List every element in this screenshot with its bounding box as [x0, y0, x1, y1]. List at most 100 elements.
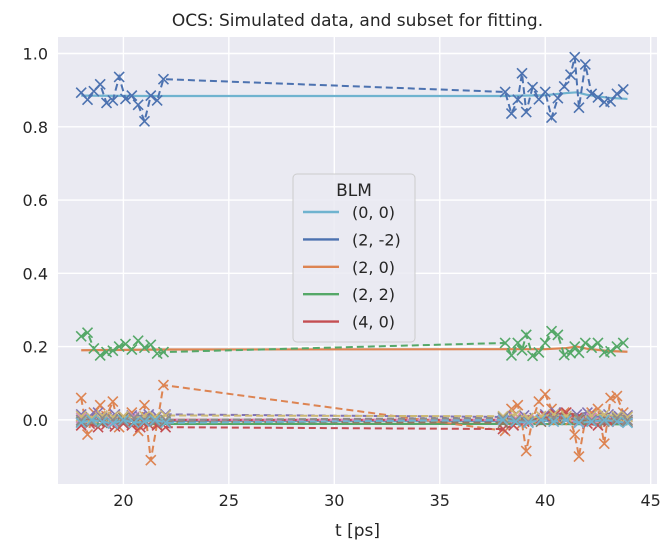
data-point-marker: [586, 416, 598, 428]
data-point-marker: [497, 412, 509, 424]
data-point-marker: [592, 91, 604, 104]
data-point-marker: [94, 399, 106, 411]
data-point-marker: [579, 337, 591, 349]
data-point-marker: [573, 414, 585, 426]
data-point-marker: [107, 417, 119, 430]
x-tick-label: 25: [219, 491, 239, 510]
data-point-marker: [569, 341, 581, 353]
data-point-marker: [157, 379, 170, 391]
data-point-marker: [526, 350, 539, 362]
y-tick-label: 1.0: [23, 44, 48, 63]
data-point-marker: [94, 78, 106, 90]
data-point-marker: [94, 349, 106, 361]
data-point-marker: [621, 417, 634, 429]
x-tick-label: 35: [430, 491, 450, 510]
data-point-marker: [151, 94, 163, 106]
data-point-marker: [505, 108, 518, 120]
x-axis-label: t [ps]: [335, 521, 380, 541]
data-point-marker: [611, 88, 623, 100]
data-point-marker: [86, 414, 98, 426]
data-point-marker: [516, 344, 528, 356]
data-point-marker: [598, 438, 610, 450]
legend-box: [292, 173, 416, 343]
data-series: [75, 51, 634, 466]
data-point-marker: [132, 99, 144, 111]
data-point-marker: [138, 399, 151, 411]
data-series-group: [75, 414, 634, 430]
data-point-marker: [520, 329, 532, 341]
legend-entry-label: (2, -2): [352, 230, 401, 249]
data-point-marker: [548, 416, 560, 428]
data-point-marker: [573, 102, 585, 114]
x-tick-label: 20: [113, 491, 133, 510]
data-point-marker: [512, 399, 524, 411]
data-point-marker: [548, 414, 560, 426]
data-series-line: [80, 56, 624, 125]
data-point-marker: [573, 347, 585, 359]
data-point-marker: [107, 395, 119, 408]
data-point-marker: [149, 416, 161, 428]
data-series-line: [81, 413, 628, 420]
data-point-marker: [510, 414, 522, 426]
x-tick-labels: 20 25 30 35 40 45: [113, 491, 661, 510]
data-point-marker: [592, 337, 604, 349]
data-point-marker: [499, 337, 511, 349]
data-point-marker: [138, 416, 151, 428]
data-point-marker: [558, 80, 570, 93]
y-tick-label: 0.4: [23, 264, 48, 283]
data-point-marker: [145, 339, 157, 351]
data-point-marker: [499, 86, 511, 98]
data-point-marker: [533, 346, 545, 359]
data-point-marker: [113, 71, 125, 83]
data-point-marker: [138, 342, 151, 354]
x-tick-label: 40: [535, 491, 555, 510]
data-point-marker: [138, 115, 151, 127]
data-point-marker: [535, 414, 547, 426]
data-point-marker: [552, 329, 564, 341]
y-tick-labels: 0.0 0.2 0.4 0.6 0.8 1.0: [23, 44, 48, 429]
data-point-marker: [75, 417, 87, 429]
legend-entries: (0, 0) (2, -2) (2, 0) (2, 2) (4, 0): [303, 203, 401, 332]
data-point-marker: [617, 337, 629, 349]
y-tick-label: 0.8: [23, 118, 48, 137]
data-point-marker: [605, 392, 617, 404]
y-tick-label: 0.0: [23, 411, 48, 430]
data-point-marker: [611, 390, 623, 402]
data-point-marker: [598, 416, 610, 428]
data-point-marker: [526, 81, 539, 93]
data-point-marker: [560, 414, 572, 426]
data-point-marker: [126, 90, 138, 102]
data-point-marker: [522, 417, 534, 429]
data-point-marker: [573, 417, 585, 429]
data-point-marker: [598, 414, 610, 426]
data-point-marker: [512, 94, 524, 106]
data-point-marker: [586, 342, 598, 354]
legend-entry-label: (2, 0): [352, 258, 395, 277]
data-point-marker: [605, 95, 617, 108]
data-point-marker: [128, 417, 140, 429]
legend-title: BLM: [336, 181, 372, 201]
data-point-marker: [107, 94, 119, 106]
data-point-marker: [545, 325, 558, 337]
data-point-marker: [160, 417, 172, 429]
data-point-marker: [75, 392, 87, 404]
data-point-marker: [86, 416, 98, 428]
x-tick-label: 45: [640, 491, 660, 510]
data-point-marker: [117, 414, 129, 426]
legend-entry-label: (0, 0): [352, 203, 395, 222]
data-series-line: [80, 418, 628, 425]
data-point-marker: [117, 416, 129, 428]
data-point-marker: [564, 69, 577, 81]
data-point-marker: [579, 58, 591, 71]
data-point-marker: [611, 341, 623, 353]
data-point-marker: [145, 454, 157, 466]
chart-title: OCS: Simulated data, and subset for fitt…: [172, 11, 543, 31]
data-point-marker: [569, 51, 581, 63]
data-point-marker: [605, 345, 617, 357]
data-point-marker: [81, 94, 94, 106]
data-point-marker: [75, 330, 87, 342]
y-tick-label: 0.6: [23, 191, 48, 210]
legend: BLM (0, 0) (2, -2) (2, 0) (2, 2) (4, 0): [292, 173, 416, 343]
data-point-marker: [586, 414, 598, 426]
